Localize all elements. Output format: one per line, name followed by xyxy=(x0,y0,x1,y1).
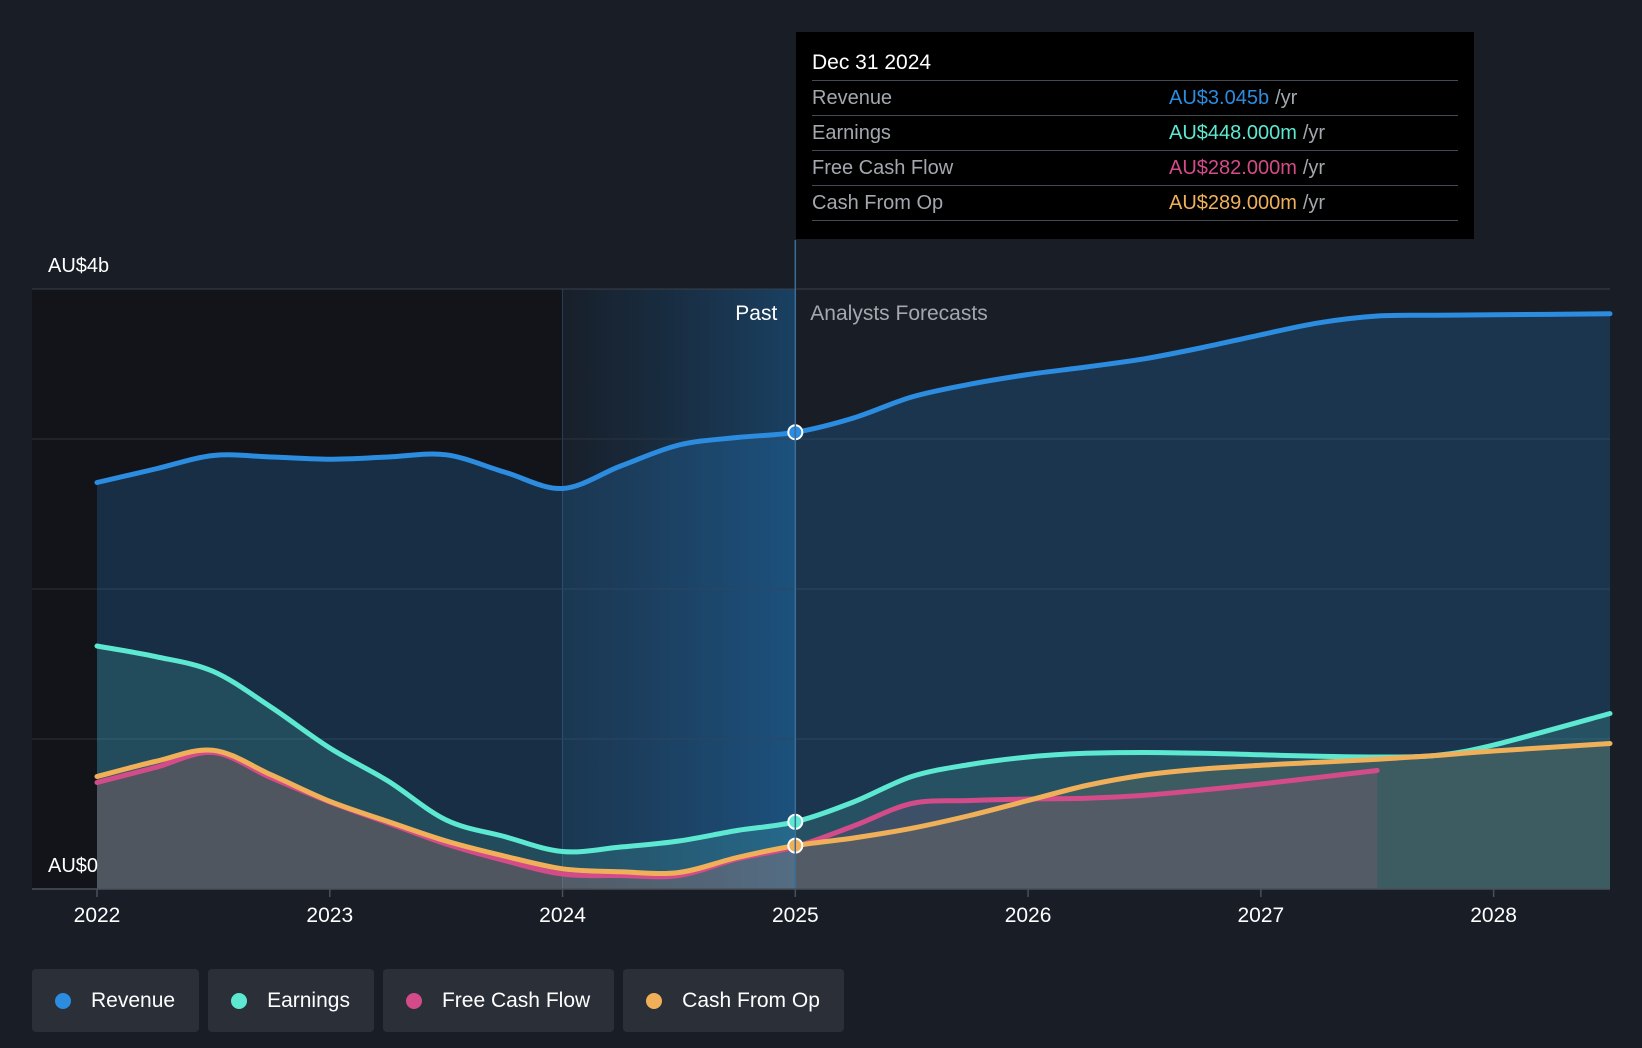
x-tick-label: 2026 xyxy=(1005,904,1052,927)
tooltip-row: Free Cash Flow AU$282.000m/yr xyxy=(812,151,1458,186)
tooltip-row: Cash From Op AU$289.000m/yr xyxy=(812,186,1458,221)
earnings-line xyxy=(94,643,1613,855)
legend-item-label: Earnings xyxy=(267,988,350,1012)
tooltip-row: Earnings AU$448.000m/yr xyxy=(812,116,1458,151)
legend-dot-icon xyxy=(231,992,248,1009)
tooltip-row-value: AU$3.045b xyxy=(1169,87,1270,109)
x-tick-label: 2027 xyxy=(1237,904,1284,927)
tooltip-row-label: Earnings xyxy=(812,122,891,144)
revenue-area xyxy=(97,313,1610,889)
tooltip: Dec 31 2024 Revenue AU$3.045b/yr Earnings A… xyxy=(796,32,1474,239)
x-tick-label: 2023 xyxy=(306,904,353,927)
forecast-label: Analysts Forecasts xyxy=(810,302,987,325)
revenue-line xyxy=(94,311,1613,492)
x-tick-label: 2024 xyxy=(539,904,586,927)
legend-dot-icon xyxy=(55,992,71,1009)
legend-item-label: Revenue xyxy=(91,988,176,1012)
x-tick-label: 2025 xyxy=(772,904,819,927)
tooltip-row-unit: /yr xyxy=(1302,122,1326,144)
legend-item-free-cash-flow[interactable]: Free Cash Flow xyxy=(382,969,615,1032)
tooltip-row-value: AU$282.000m xyxy=(1169,157,1297,179)
tooltip-row-value: AU$289.000m xyxy=(1169,192,1297,214)
legend-item-revenue[interactable]: Revenue xyxy=(32,969,200,1032)
past-label: Past xyxy=(735,302,777,325)
tooltip-row-unit: /yr xyxy=(1275,87,1298,109)
tooltip-date: Dec 31 2024 xyxy=(812,46,1458,81)
tooltip-row-unit: /yr xyxy=(1302,157,1326,179)
tooltip-row-label: Free Cash Flow xyxy=(812,157,954,179)
x-tick-label: 2028 xyxy=(1470,904,1517,927)
legend-dot-icon xyxy=(405,992,422,1009)
free-cash-flow-area xyxy=(97,752,1378,889)
tooltip-row-label: Revenue xyxy=(812,87,893,109)
legend-item-label: Free Cash Flow xyxy=(441,988,591,1012)
legend-item-cash-from-op[interactable]: Cash From Op xyxy=(623,969,844,1032)
y-axis-top-label: AU$4b xyxy=(48,255,109,277)
tooltip-row-unit: /yr xyxy=(1302,192,1326,214)
legend: Revenue Earnings Free Cash Flow Cash From O… xyxy=(32,969,844,1032)
y-axis-bottom-label: AU$0 xyxy=(48,855,98,877)
tooltip-row-label: Cash From Op xyxy=(812,192,944,214)
legend-dot-icon xyxy=(646,992,663,1009)
legend-item-earnings[interactable]: Earnings xyxy=(208,969,374,1032)
x-tick-label: 2022 xyxy=(74,904,121,927)
cash-from-op-line xyxy=(94,741,1613,876)
tooltip-row: Revenue AU$3.045b/yr xyxy=(812,81,1458,116)
earnings-area xyxy=(97,646,1610,889)
tooltip-row-value: AU$448.000m xyxy=(1169,122,1297,144)
legend-item-label: Cash From Op xyxy=(682,988,820,1012)
